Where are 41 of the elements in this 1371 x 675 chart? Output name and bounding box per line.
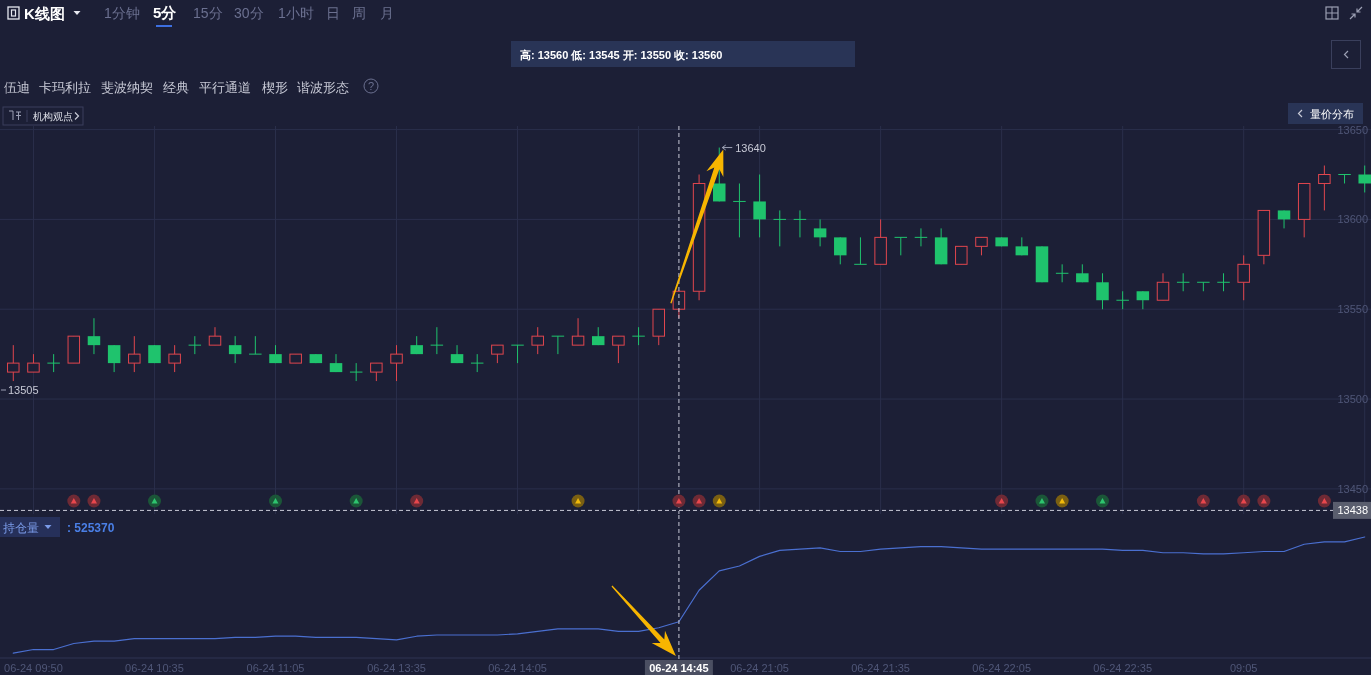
x-tick-label: 06-24 13:35 xyxy=(367,662,426,674)
text: 机构观点 xyxy=(33,110,73,122)
x-tick-label: 06-24 11:05 xyxy=(246,662,305,674)
text: 经典 xyxy=(163,80,189,95)
text: 高: 13560 低: 13545 开: 13550 收: 13560 xyxy=(520,49,723,61)
chart-title: 持仓量 xyxy=(3,521,39,535)
x-tick-label: 06-24 14:05 xyxy=(488,662,547,674)
x-tick-label: 06-24 21:05 xyxy=(730,662,789,674)
x-tick-label: 06-24 10:35 xyxy=(125,662,184,674)
x-tick-label: 09:05 xyxy=(1229,662,1258,674)
text: 5分 xyxy=(153,4,178,21)
text: 平行通道 xyxy=(199,80,251,95)
text: 楔形 xyxy=(262,80,288,95)
text: ? xyxy=(367,80,375,92)
x-tick-label: 06-24 14:45 xyxy=(649,662,709,674)
x-tick-label: 06-24 21:35 xyxy=(851,662,910,674)
text: : 525370 xyxy=(67,521,115,535)
x-tick-label: 06-24 22:05 xyxy=(972,662,1031,674)
y-tick-label: 13650 xyxy=(1337,123,1368,136)
annotation: 13505 xyxy=(8,384,39,396)
text: 日 xyxy=(326,5,340,21)
y-tick-label: 13550 xyxy=(1337,303,1368,316)
x-tick-label: 06-24 09:50 xyxy=(4,662,63,674)
chart-title: K线图 xyxy=(24,5,65,22)
text: 1小时 xyxy=(278,5,314,21)
text: 15分 xyxy=(193,5,223,21)
text: 伍迪 xyxy=(4,80,30,95)
x-tick-label: 06-24 22:35 xyxy=(1093,662,1153,674)
text: 谐波形态 xyxy=(297,80,349,95)
y-tick-label: 13600 xyxy=(1337,213,1368,226)
text: 月 xyxy=(380,5,394,21)
text: 1分钟 xyxy=(104,5,140,21)
annotation: 13640 xyxy=(735,141,766,154)
text: 斐波纳契 xyxy=(101,80,153,95)
text: 量价分布 xyxy=(1310,108,1354,120)
text: 周 xyxy=(352,5,366,21)
y-tick-label: 13500 xyxy=(1337,393,1368,406)
text: 30分 xyxy=(234,5,264,21)
text: 卡玛利拉 xyxy=(39,80,91,95)
ref-line-label: 13438 xyxy=(1337,504,1368,517)
y-tick-label: 13450 xyxy=(1337,482,1368,495)
